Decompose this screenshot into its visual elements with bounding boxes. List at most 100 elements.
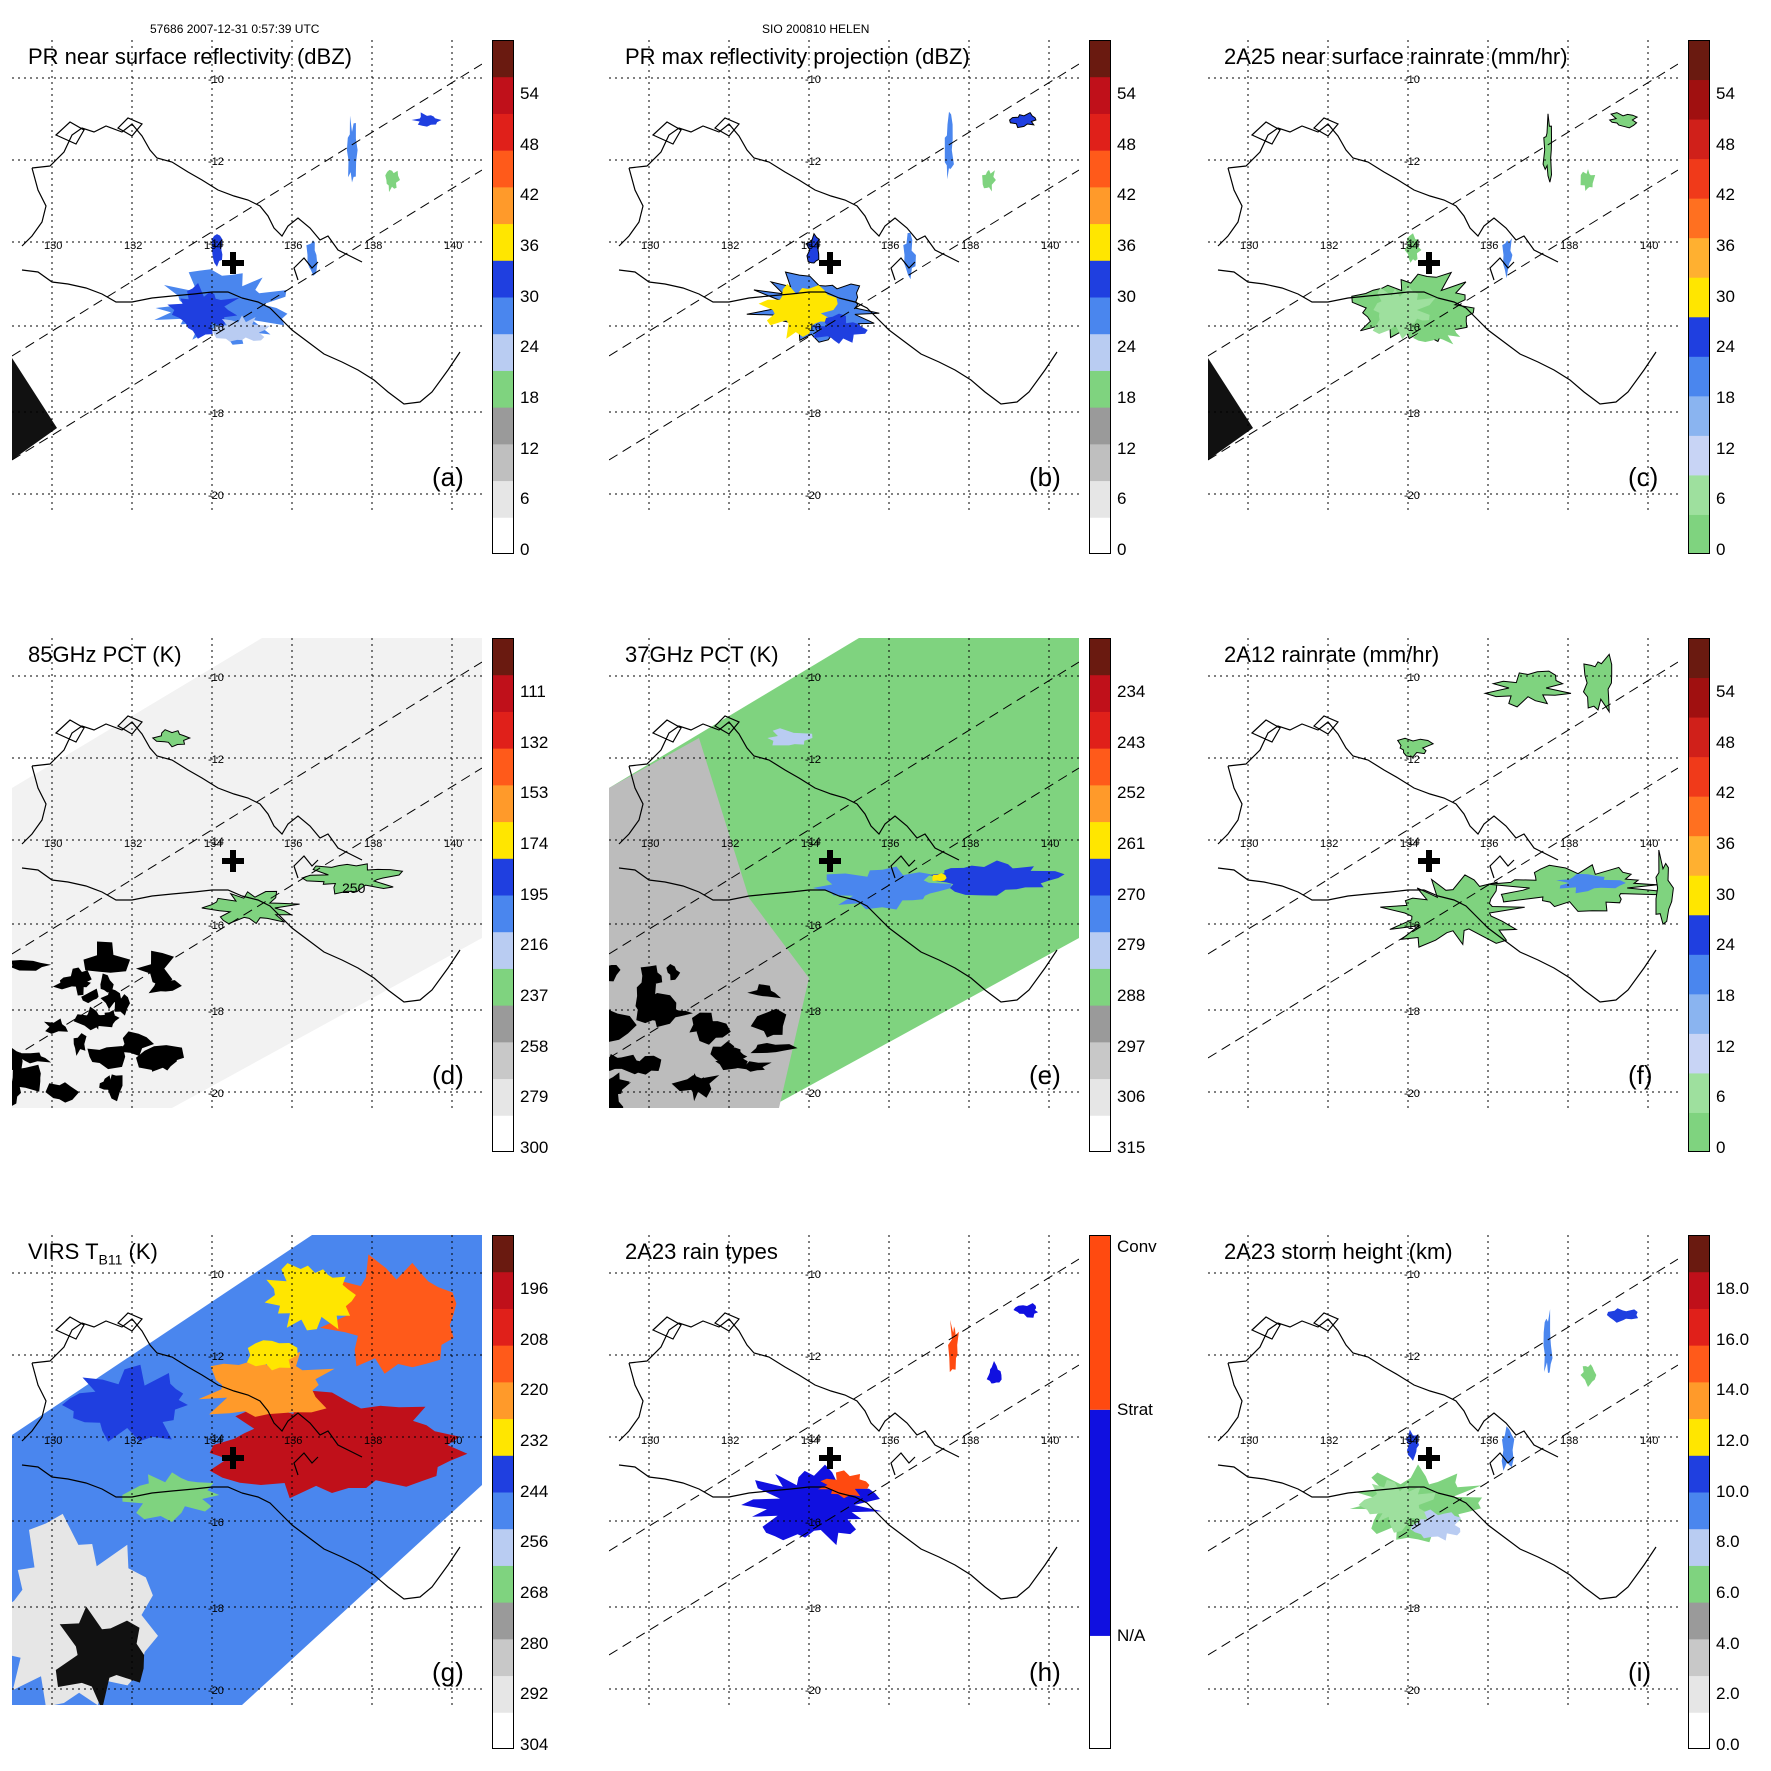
precip-field <box>247 1340 298 1371</box>
colorbar-tick-label: 234 <box>1117 682 1146 701</box>
colorbar-segment <box>492 1345 514 1383</box>
colorbar-segment <box>492 443 514 482</box>
longitude-label: 134 <box>1400 838 1419 850</box>
longitude-label: 134 <box>204 1435 223 1447</box>
precip-field <box>12 1081 21 1106</box>
colorbar <box>1688 638 1710 1152</box>
colorbar-segment <box>1688 237 1710 278</box>
swath-edge-line <box>609 169 1079 461</box>
longitude-label: 134 <box>1400 240 1419 252</box>
panel-f: 130 132 134 136 138 140 -10 -12 -14 -16 -18 -20 2A12… <box>1196 598 1756 1158</box>
precip-field <box>411 112 442 127</box>
longitude-label: 132 <box>1320 1435 1339 1447</box>
colorbar-segment <box>1688 1712 1710 1749</box>
colorbar-segment <box>492 1455 514 1493</box>
precip-field <box>1410 1509 1461 1541</box>
colorbar-tick-label: 153 <box>520 783 549 803</box>
precip-field <box>1606 1308 1639 1323</box>
latitude-label: -16 <box>208 920 224 932</box>
longitude-label: 140 <box>444 838 463 850</box>
colorbar-segment <box>492 1565 514 1603</box>
colorbar-tick-label: 30 <box>1716 286 1735 306</box>
colorbar-segment <box>1089 858 1111 896</box>
map-canvas <box>12 40 482 510</box>
latitude-label: -16 <box>1404 920 1420 932</box>
longitude-label: 138 <box>1560 240 1579 252</box>
precip-field <box>932 873 947 882</box>
precip-field <box>1580 169 1596 191</box>
latitude-label: -10 <box>805 672 821 684</box>
colorbar-segment <box>1089 480 1111 518</box>
panel-letter: (i) <box>1628 1657 1652 1687</box>
longitude-label: 132 <box>721 240 740 252</box>
colorbar-tick-label: 232 <box>520 1431 549 1450</box>
colorbar-tick-label: 279 <box>520 1087 549 1107</box>
latitude-label: -10 <box>1404 672 1420 684</box>
colorbar-segment <box>1688 1072 1710 1113</box>
colorbar-segment <box>1688 1528 1710 1566</box>
colorbar-segment <box>492 1005 514 1043</box>
longitude-label: 130 <box>641 838 660 850</box>
colorbar-tick-label: 24 <box>1716 935 1735 955</box>
precip-field <box>609 1054 631 1071</box>
longitude-label: 136 <box>1480 1435 1499 1447</box>
map-b: 130 132 134 136 138 140 -10 -12 -14 -16 -18 -20 <box>609 40 1079 510</box>
latitude-label: -16 <box>1404 1517 1420 1529</box>
precip-field <box>1542 113 1553 183</box>
swath-edge-line <box>609 661 1079 955</box>
colorbar-segment <box>492 784 514 823</box>
colorbar-tick-label: 24 <box>520 337 539 357</box>
swath-edge-line <box>1208 63 1678 357</box>
latitude-label: -14 <box>208 1433 224 1445</box>
orbit-time-header: 57686 2007-12-31 0:57:39 UTC <box>150 22 320 36</box>
panel-letter: (b) <box>1029 462 1061 492</box>
colorbar-segment <box>1688 1033 1710 1074</box>
colorbar-ticks: 304 292 280 268 256 244 232 220 208 196 <box>520 1235 580 1754</box>
colorbar-tick-label: 261 <box>1117 834 1146 853</box>
colorbar-segment <box>1089 370 1111 408</box>
colorbar-segment <box>1089 895 1111 933</box>
colorbar-tick-label: 18 <box>1716 986 1735 1005</box>
swath-edge-line <box>12 63 482 357</box>
longitude-label: 130 <box>1240 838 1259 850</box>
colorbar-tick-label: 270 <box>1117 884 1146 904</box>
latitude-label: -12 <box>1404 754 1420 766</box>
panel-title: VIRS TB11 (K) <box>28 1239 158 1267</box>
colorbar-segment <box>1089 223 1111 261</box>
colorbar-tick-label: 220 <box>520 1380 549 1400</box>
colorbar-segment <box>492 297 514 335</box>
latitude-label: -20 <box>208 490 224 502</box>
colorbar-ticks: 0 6 12 18 24 30 36 42 48 54 <box>1716 638 1771 1157</box>
longitude-label: 138 <box>1560 838 1579 850</box>
colorbar <box>492 40 514 554</box>
longitude-label: 138 <box>364 838 383 850</box>
colorbar-tick-label: 18 <box>1117 388 1136 407</box>
latitude-label: -20 <box>805 1088 821 1100</box>
precip-field <box>135 950 174 987</box>
colorbar-tick-label: 268 <box>520 1583 549 1602</box>
latitude-label: -10 <box>805 74 821 86</box>
colorbar-tick-label: 243 <box>1117 732 1146 752</box>
precip-field <box>609 965 621 982</box>
coastline <box>618 1312 1058 1600</box>
precip-field <box>100 973 114 993</box>
colorbar-segment <box>492 895 514 933</box>
map-canvas <box>12 638 482 1108</box>
colorbar-segment <box>1089 297 1111 335</box>
latitude-label: -18 <box>1404 1603 1420 1615</box>
latitude-label: -18 <box>805 408 821 420</box>
longitude-label: 132 <box>721 1435 740 1447</box>
precip-field <box>70 967 92 996</box>
colorbar-segment <box>1688 638 1710 679</box>
map-canvas <box>1208 1235 1678 1705</box>
longitude-label: 136 <box>881 838 900 850</box>
swath-edge-line <box>609 1364 1079 1656</box>
latitude-label: -14 <box>208 836 224 848</box>
storm-center-plus-icon <box>819 252 841 274</box>
colorbar-segment <box>1089 407 1111 445</box>
colorbar-tick-label: 18.0 <box>1716 1279 1750 1298</box>
precip-field <box>45 1082 80 1103</box>
precip-field <box>301 863 404 895</box>
latitude-label: -18 <box>1404 1006 1420 1018</box>
colorbar-segment <box>1089 260 1111 298</box>
